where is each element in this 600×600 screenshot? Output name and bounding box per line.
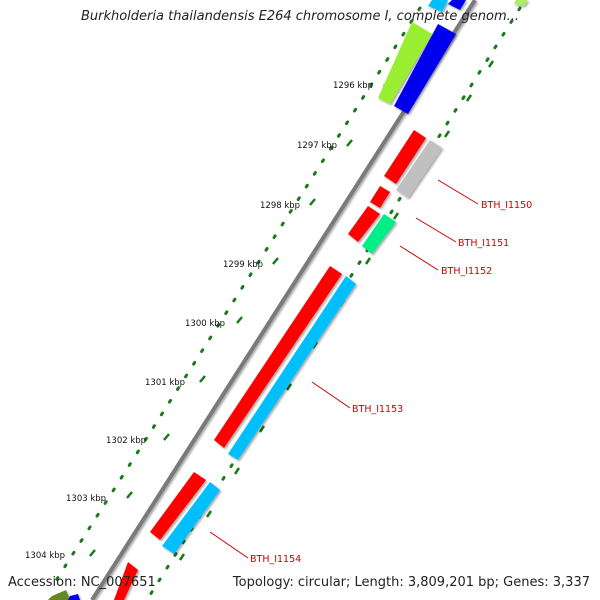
gene-label-bth-i1154[interactable]: BTH_I1154 bbox=[250, 554, 301, 565]
gene-label-bth-i1150[interactable]: BTH_I1150 bbox=[481, 200, 532, 211]
tick-label: 1298 kbp bbox=[260, 201, 300, 211]
feature-yellowgreen[interactable] bbox=[378, 22, 432, 104]
outer-dotted-ring bbox=[48, 6, 422, 592]
feature-red-1154[interactable] bbox=[150, 472, 206, 540]
gene-label-bth-i1152[interactable]: BTH_I1152 bbox=[441, 266, 492, 277]
feature-red-1150-a[interactable] bbox=[384, 130, 426, 184]
feature-red-bottom[interactable] bbox=[114, 562, 138, 600]
feature-cyan-1153[interactable] bbox=[228, 276, 356, 460]
feature-red-1153[interactable] bbox=[214, 266, 342, 448]
tick-label: 1304 kbp bbox=[25, 551, 65, 561]
gene-label-bth-i1153[interactable]: BTH_I1153 bbox=[352, 404, 403, 415]
topology-text: Topology: circular; Length: 3,809,201 bp… bbox=[232, 575, 590, 590]
accession-text: Accession: NC_007651 bbox=[8, 575, 156, 590]
tick-labels: 1296 kbp 1297 kbp 1298 kbp 1299 kbp 1300… bbox=[25, 81, 373, 561]
feature-blue-bottom[interactable] bbox=[68, 594, 80, 600]
feature-blue-top-2[interactable] bbox=[448, 0, 466, 10]
feature-blue-top[interactable] bbox=[394, 24, 456, 114]
tick-label: 1299 kbp bbox=[223, 260, 263, 270]
feature-red-1152-a[interactable] bbox=[348, 206, 380, 242]
gene-labels: BTH_I1150 BTH_I1151 BTH_I1152 BTH_I1153 … bbox=[250, 200, 532, 565]
gene-label-bth-i1151[interactable]: BTH_I1151 bbox=[458, 238, 509, 249]
outer-tick-marks bbox=[89, 79, 390, 557]
feature-green-1152[interactable] bbox=[362, 214, 396, 254]
tick-label: 1302 kbp bbox=[106, 436, 146, 446]
feature-cyan-1154[interactable] bbox=[162, 482, 220, 554]
feature-cyan-top[interactable] bbox=[428, 0, 448, 12]
tick-label: 1301 kbp bbox=[145, 378, 185, 388]
feature-grey-1150[interactable] bbox=[396, 140, 442, 198]
tick-label: 1297 kbp bbox=[297, 141, 337, 151]
map-title: Burkholderia thailandensis E264 chromoso… bbox=[80, 9, 520, 24]
tick-label: 1296 kbp bbox=[333, 81, 373, 91]
feature-red-1151[interactable] bbox=[370, 186, 390, 208]
tick-label: 1303 kbp bbox=[66, 494, 106, 504]
tick-label: 1300 kbp bbox=[185, 319, 225, 329]
feature-yellowgreen-corner[interactable] bbox=[514, 0, 528, 6]
feature-darkgreen-bottom[interactable] bbox=[48, 590, 70, 600]
gene-label-leaders bbox=[209, 179, 479, 559]
